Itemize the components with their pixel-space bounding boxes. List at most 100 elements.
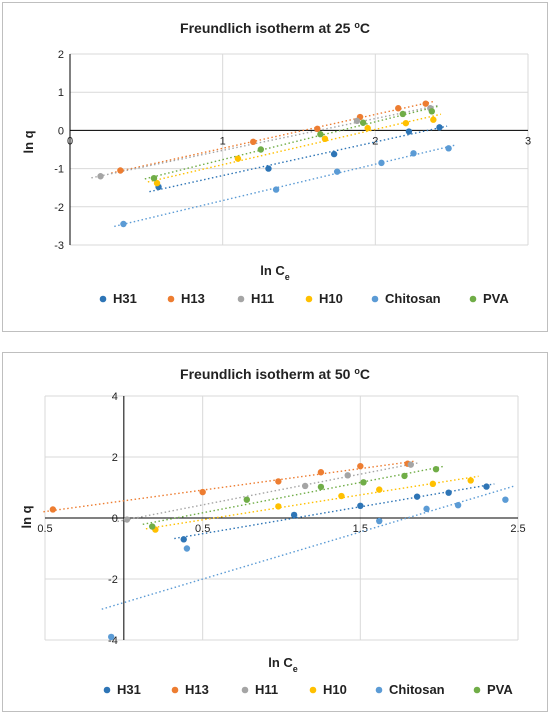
legend-marker-chitosan: [371, 295, 379, 303]
data-point-chitosan: [423, 505, 430, 513]
legend-marker-h31: [103, 686, 111, 694]
x-tick-label: 2: [372, 135, 378, 147]
legend-marker-chitosan: [375, 686, 383, 694]
data-point-chitosan: [108, 633, 115, 641]
legend-marker-h11: [237, 295, 245, 303]
trendline-pva: [142, 465, 445, 526]
data-point-chitosan: [376, 517, 383, 525]
chart-title: Freundlich isotherm at 25 oC: [180, 20, 370, 36]
y-tick-label: 4: [112, 391, 118, 403]
y-tick-label: 2: [112, 452, 118, 464]
data-point-h10: [234, 155, 242, 162]
data-point-pva: [359, 119, 367, 126]
trendline-h13: [43, 460, 416, 513]
data-point-chitosan: [445, 145, 452, 152]
data-point-h11: [301, 482, 309, 490]
legend-marker-pva: [469, 295, 477, 303]
legend-label-h13: H13: [185, 682, 209, 697]
legend-label-h10: H10: [323, 682, 347, 697]
legend-label-h13: H13: [181, 291, 205, 306]
data-point-h31: [413, 493, 421, 500]
data-point-pva: [243, 496, 251, 503]
data-point-h31: [445, 489, 452, 496]
legend-marker-h13: [171, 686, 179, 694]
data-point-h31: [405, 128, 413, 135]
legend-label-chitosan: Chitosan: [385, 291, 441, 306]
data-point-h10: [364, 124, 371, 132]
legend-marker-h13: [167, 295, 175, 303]
trendline-h13: [111, 100, 434, 174]
data-point-chitosan: [120, 220, 127, 228]
legend-label-pva: PVA: [487, 682, 513, 697]
y-tick-label: 0: [112, 513, 118, 525]
data-point-h10: [153, 179, 161, 187]
legend-marker-h11: [241, 686, 249, 694]
data-point-pva: [428, 108, 436, 115]
data-point-h11: [353, 117, 361, 125]
data-point-pva: [317, 483, 325, 491]
data-point-h13: [395, 105, 402, 112]
y-axis-label: ln q: [19, 505, 34, 528]
trendline-h11: [117, 462, 419, 523]
trendline-pva: [144, 105, 440, 180]
data-point-chitosan: [272, 186, 280, 193]
y-axis-label: ln q: [21, 130, 36, 153]
legend-label-h11: H11: [251, 291, 274, 306]
chart-25c: Freundlich isotherm at 25 oC ln Ce ln q …: [21, 20, 531, 306]
data-point-h13: [250, 138, 257, 146]
data-point-pva: [257, 146, 265, 153]
data-point-h31: [180, 536, 187, 543]
data-point-h13: [275, 478, 282, 485]
x-axis-label: ln Ce: [268, 655, 298, 674]
data-point-h10: [376, 486, 383, 493]
legend-label-h31: H31: [113, 291, 137, 306]
data-point-pva: [432, 466, 440, 473]
data-point-pva: [399, 110, 407, 118]
data-point-h10: [467, 477, 474, 484]
data-point-h13: [199, 488, 206, 496]
data-point-h11: [407, 461, 414, 468]
legend-label-chitosan: Chitosan: [389, 682, 445, 697]
y-tick-label: 0: [58, 125, 64, 137]
y-tick-label: -3: [54, 240, 64, 252]
data-point-h10: [430, 116, 437, 123]
y-tick-label: -1: [54, 164, 64, 176]
data-point-h10: [429, 480, 437, 488]
data-point-chitosan: [410, 150, 417, 157]
x-axis-label: ln Ce: [260, 263, 290, 282]
trendline-h10: [147, 113, 442, 183]
y-tick-label: -4: [108, 635, 118, 647]
y-tick-label: -2: [108, 574, 118, 586]
trendline-chitosan: [101, 485, 514, 610]
data-point-h10: [321, 135, 329, 143]
data-point-h13: [357, 462, 364, 470]
x-tick-label: 0.5: [195, 523, 210, 535]
legend-marker-h10: [309, 686, 317, 694]
chart-50c: Freundlich isotherm at 50 oC ln Ce ln q …: [19, 366, 526, 697]
legend-label-h11: H11: [255, 682, 278, 697]
data-point-chitosan: [183, 545, 191, 552]
chart-panel-50c: Freundlich isotherm at 50 oC ln Ce ln q …: [2, 352, 548, 712]
data-point-pva: [360, 479, 367, 486]
trendline-h10: [145, 475, 479, 530]
trendline-h11: [91, 104, 439, 179]
data-point-h11: [123, 516, 131, 523]
x-tick-label: 1.5: [353, 523, 368, 535]
legend-marker-pva: [473, 686, 481, 694]
x-tick-label: 2.5: [510, 523, 525, 535]
data-point-chitosan: [502, 496, 509, 503]
legend-label-pva: PVA: [483, 291, 509, 306]
legend-label-h31: H31: [117, 682, 141, 697]
data-point-h31: [483, 483, 490, 490]
data-point-h10: [402, 119, 410, 127]
legend-label-h10: H10: [319, 291, 343, 306]
data-point-h13: [422, 100, 429, 107]
data-point-chitosan: [333, 168, 341, 175]
data-point-h31: [290, 511, 298, 519]
data-point-h10: [338, 492, 345, 500]
data-point-chitosan: [454, 501, 462, 509]
y-tick-label: -2: [54, 202, 64, 214]
data-point-h31: [265, 165, 272, 172]
trendline-h31: [149, 125, 448, 193]
y-tick-label: 1: [58, 87, 64, 99]
